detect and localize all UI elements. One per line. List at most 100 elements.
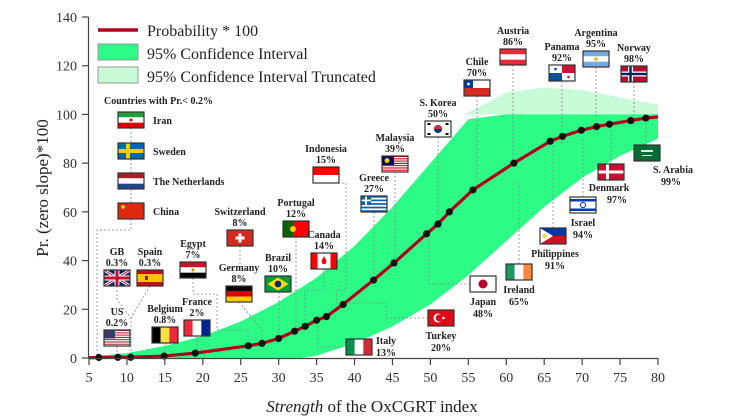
legend-box-swatch [97,43,139,61]
canada-flag-icon [310,252,338,270]
data-point [114,353,122,361]
data-point [434,220,442,228]
country-label: Denmark [589,183,630,194]
country-label: 70% [467,68,487,79]
data-point [322,312,331,321]
country-label: Indonesia [305,144,347,155]
x-tick-label: 30 [272,371,286,386]
country-label: 0.3% [139,258,162,269]
axes: 0 20 40 60 80 100 120 140 5 10 15 20 25 30 35 40 45 50 55 6… [56,11,665,386]
data-point [423,230,431,238]
y-tick-label: 140 [56,11,77,26]
x-tick-label: 5 [86,371,93,386]
country-label: 8% [232,274,247,285]
country-label: 94% [573,230,593,241]
country-label: 8% [233,218,248,229]
country-label: China [153,207,179,218]
y-tick-label: 20 [63,303,77,318]
legend-label: 95% Confidence Interval [147,46,308,63]
country-label: 95% [586,39,606,50]
country-label: Iran [153,116,172,127]
leader-line [343,302,428,319]
data-point [244,342,252,350]
egypt-flag-icon [179,261,207,279]
philippines-flag-icon [539,227,567,245]
data-point [339,300,347,309]
country-label: 97% [607,195,627,206]
data-point [445,208,453,216]
x-tick-label: 25 [234,371,248,386]
country-label: 27% [364,184,384,195]
legend-label: 95% Confidence Interval Truncated [147,69,376,86]
legend-label: Probability * 100 [147,23,258,40]
portugal-flag-icon [282,220,310,238]
y-tick-label: 100 [56,108,77,123]
country-label: The Netherlands [153,177,225,188]
country-label: Philippines [531,249,579,260]
country-label: 13% [376,348,396,359]
iran-flag-icon [117,111,145,129]
malaysia-flag-icon [381,155,409,173]
country-label: GB [110,247,125,258]
the-netherlands-flag-icon [117,172,145,190]
country-label: 7% [186,250,201,261]
italy-flag-icon [345,338,373,356]
data-point [275,334,283,343]
x-tick-label: 15 [158,371,172,386]
china-flag-icon [117,202,145,220]
x-tick-label: 10 [120,371,134,386]
data-point [592,123,601,131]
y-tick-label: 120 [56,60,77,75]
country-label: 91% [545,261,565,272]
country-label: 39% [385,144,405,155]
norway-flag-icon [620,65,648,83]
country-label: 0.3% [106,258,129,269]
us-flag-icon [103,329,131,347]
x-tick-label: 75 [613,371,627,386]
country-label: Panama [545,42,580,53]
data-point [160,352,168,360]
country-label: Austria [497,26,529,37]
country-label: Portugal [277,198,314,209]
belgium-flag-icon [151,326,179,344]
x-tick-label: 70 [575,371,589,386]
country-label: 98% [624,54,644,65]
y-axis-title: Pr. (zero slope)*100 [33,119,52,256]
denmark-flag-icon [597,163,625,181]
country-label: S. Arabia [653,165,693,176]
germany-flag-icon [225,285,253,303]
panama-flag-icon [548,64,576,82]
japan-flag-icon [469,275,497,293]
probability-series [88,114,659,362]
data-point [95,353,103,362]
country-label: Norway [617,43,651,54]
x-tick-label: 60 [499,371,513,386]
brazil-flag-icon [264,275,292,293]
spain-flag-icon [136,269,164,287]
data-point [258,339,266,347]
austria-flag-icon [499,48,527,66]
country-label: Brazil [265,253,291,264]
country-label: 50% [428,109,448,120]
x-tick-label: 65 [537,371,551,386]
country-label: 65% [509,297,529,308]
france-flag-icon [183,319,211,337]
data-point [127,353,135,361]
country-label: 15% [316,155,336,166]
legend-box-swatch [97,66,139,84]
country-label: 0.2% [106,318,129,329]
country-label: Spain [138,247,163,258]
country-label: 0.8% [154,315,177,326]
data-point [642,114,650,122]
israel-flag-icon [569,196,597,214]
data-point [577,126,585,134]
x-axis-title-italic: Strength [266,397,323,416]
indonesia-flag-icon [312,166,340,184]
country-label: Chile [466,57,489,68]
data-point [469,186,477,194]
country-label: Switzerland [214,207,266,218]
gb-flag-icon [103,268,131,288]
country-label: Japan [470,297,497,308]
x-axis-title-rest: of the OxCGRT index [323,397,478,416]
